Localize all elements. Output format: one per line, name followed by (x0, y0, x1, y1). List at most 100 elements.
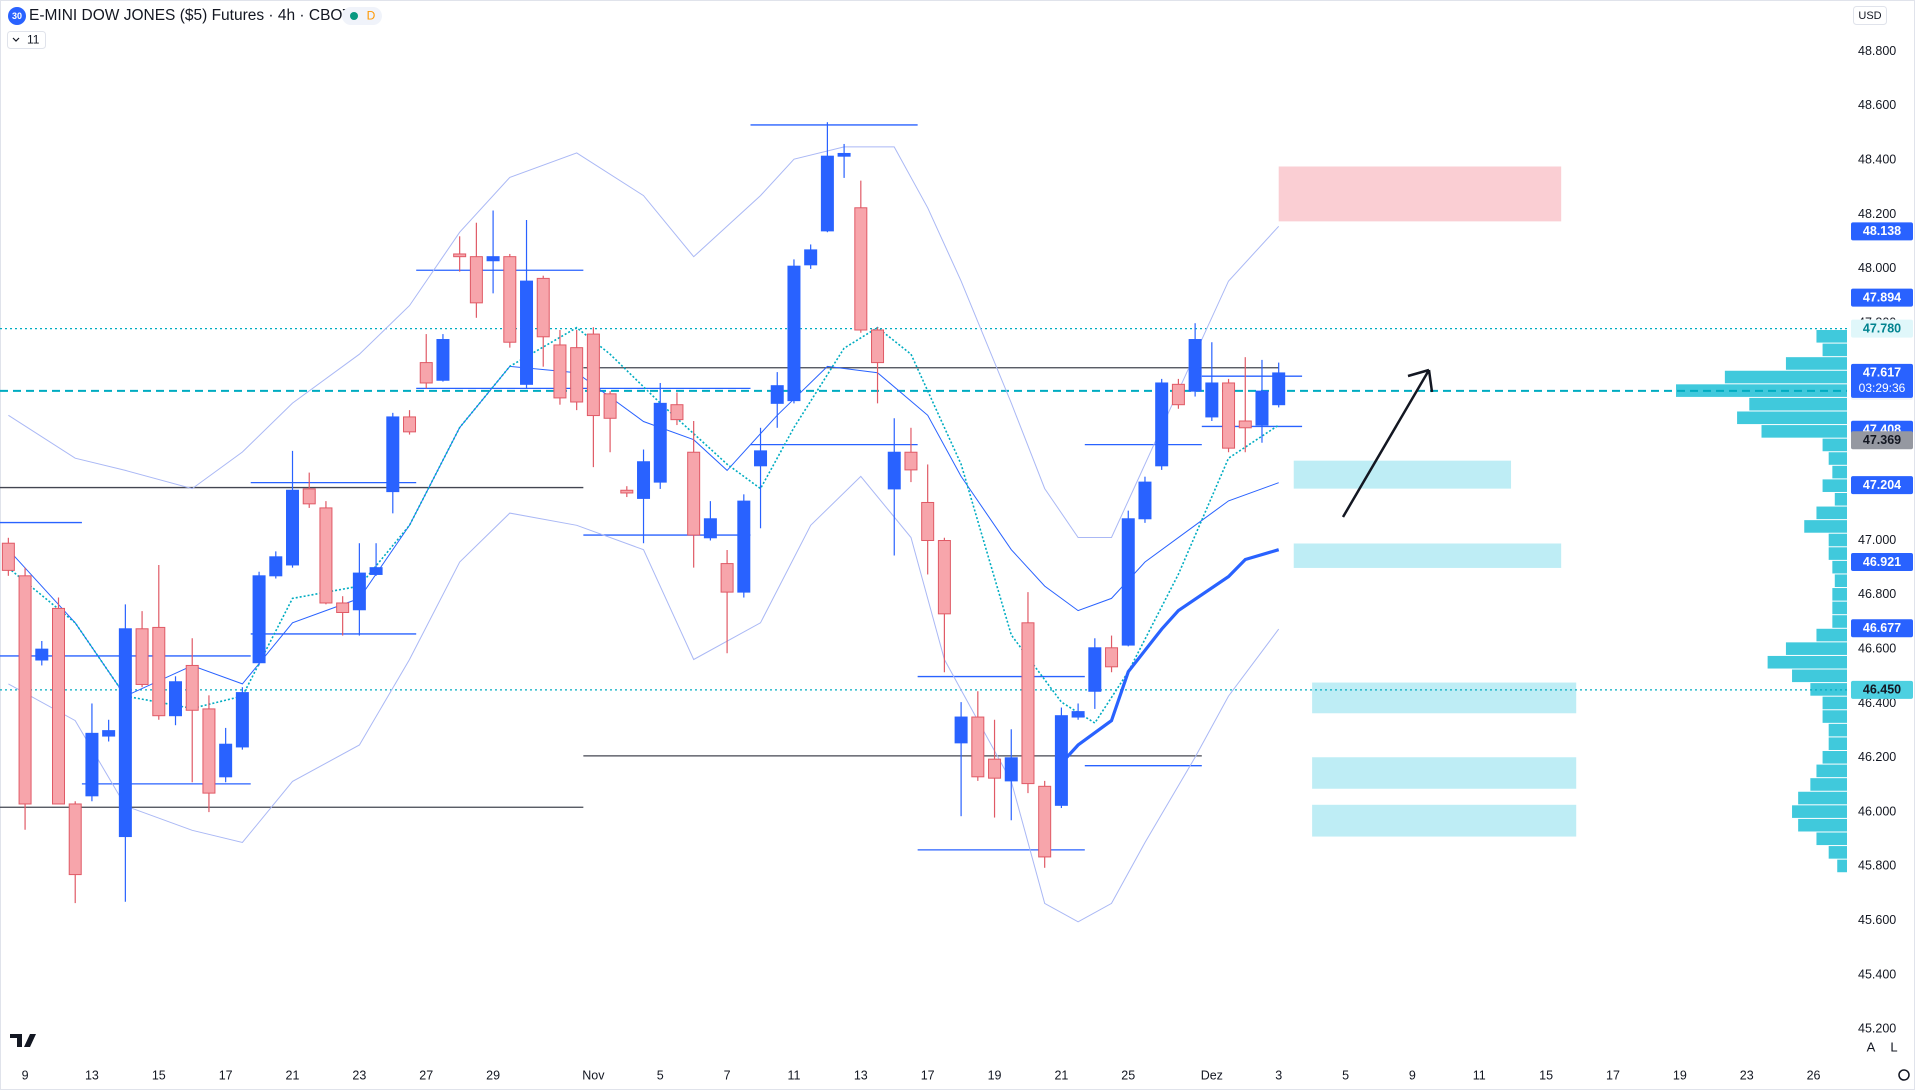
indicator-toggle[interactable] (7, 31, 46, 49)
candle-body (871, 329, 885, 364)
candle-body (837, 152, 851, 157)
price-label: 46.677 (1863, 621, 1901, 635)
price-label: 46.921 (1863, 555, 1901, 569)
indicator-line (1060, 548, 1280, 765)
price-label-bg (1851, 619, 1913, 638)
volume-profile-bar (1822, 438, 1847, 452)
candle-body (1121, 518, 1135, 646)
candle-body (252, 575, 266, 664)
volume-profile-bar (1822, 710, 1847, 723)
candle-body (887, 451, 901, 490)
logo-mark (10, 1034, 36, 1047)
volume-profile-bar (1834, 574, 1847, 588)
x-tick-label: 19 (1673, 1068, 1687, 1082)
candle-body (603, 393, 617, 419)
candle-body (269, 556, 283, 577)
auto-scale-button[interactable]: A (1867, 1039, 1876, 1054)
volume-profile-bar (1832, 465, 1847, 479)
volume-profile-bar (1828, 723, 1847, 737)
candle-body (403, 416, 417, 433)
x-tick-label: 25 (1121, 1068, 1135, 1082)
volume-profile-bar (1828, 737, 1847, 751)
candle-body (921, 501, 935, 542)
y-tick-label: 48.000 (1858, 261, 1896, 275)
candle-body (85, 732, 99, 797)
candle-body (1054, 715, 1068, 806)
x-tick-label: 5 (1342, 1068, 1349, 1082)
candle-body (1004, 757, 1018, 782)
x-tick-label: 19 (988, 1068, 1002, 1082)
price-label-bg (1851, 680, 1913, 699)
price-label: 47.780 (1863, 321, 1901, 335)
candle-body (286, 489, 300, 566)
candle-body (1021, 622, 1035, 785)
volume-profile-bar (1749, 397, 1847, 411)
x-tick-label: 15 (1539, 1068, 1553, 1082)
candle-body (570, 347, 584, 403)
candle-body (235, 692, 249, 748)
volume-profile-bar (1834, 492, 1847, 506)
zone (1293, 460, 1512, 489)
volume-profile-bar (1822, 343, 1847, 357)
candle-body (737, 500, 751, 593)
volume-profile-bar (1785, 357, 1847, 370)
zone (1312, 757, 1577, 789)
volume-profile-bar (1798, 791, 1847, 805)
candle-body (369, 567, 383, 575)
price-label-bg (1851, 319, 1913, 338)
volume-profile-bar (1832, 560, 1847, 574)
arrow-drawing (1341, 368, 1434, 518)
candle-body (804, 249, 818, 266)
symbol-badge[interactable] (8, 7, 26, 25)
candle-body (954, 716, 968, 744)
y-tick-label: 48.400 (1858, 153, 1896, 167)
y-tick-label: 46.400 (1858, 696, 1896, 710)
candle-body (937, 540, 951, 615)
x-tick-label: 27 (419, 1068, 433, 1082)
currency-button[interactable] (1853, 6, 1887, 25)
candle-body (586, 333, 600, 417)
volume-profile-bar (1816, 330, 1847, 343)
candle-body (720, 563, 734, 593)
y-tick-label: 46.800 (1858, 587, 1896, 601)
candle-body (102, 730, 116, 737)
candle-body (1071, 711, 1085, 718)
volume-profile-bar (1816, 764, 1847, 778)
countdown-label: 03:29:36 (1859, 381, 1906, 395)
symbol-badge-text: 30 (12, 11, 22, 21)
status-pill[interactable] (342, 7, 382, 25)
indicator-count: 11 (27, 33, 40, 47)
candle-body (1222, 382, 1236, 449)
candle-body (135, 628, 149, 685)
candle-body (971, 716, 985, 778)
volume-profile-bar (1810, 683, 1847, 696)
x-tick-label: 26 (1807, 1068, 1821, 1082)
plot-area (0, 122, 1847, 923)
log-scale-button[interactable]: L (1890, 1039, 1897, 1054)
x-tick-label: 17 (1606, 1068, 1620, 1082)
y-tick-label: 48.600 (1858, 98, 1896, 112)
chevron-icon (12, 37, 20, 42)
candle-body (469, 256, 483, 304)
candle-body (653, 402, 667, 483)
y-tick-label: 45.800 (1858, 859, 1896, 873)
volume-profile-bar (1828, 452, 1847, 465)
settings-icon[interactable] (1898, 1069, 1910, 1081)
volume-profile-bar (1832, 588, 1847, 601)
price-label: 47.204 (1863, 478, 1901, 492)
candle-body (1205, 382, 1219, 418)
x-tick-label: 17 (219, 1068, 233, 1082)
volume-profile-bar (1767, 655, 1847, 669)
price-label-bg (1851, 552, 1913, 571)
candle-body (169, 681, 183, 717)
x-tick-label: 15 (152, 1068, 166, 1082)
y-tick-label: 46.200 (1858, 750, 1896, 764)
candle-body (1272, 372, 1286, 406)
x-tick-label: 9 (1409, 1068, 1416, 1082)
candle-body (1188, 339, 1202, 392)
candle-body (202, 708, 216, 794)
candle-body (904, 451, 918, 471)
y-tick-label: 45.400 (1858, 967, 1896, 981)
